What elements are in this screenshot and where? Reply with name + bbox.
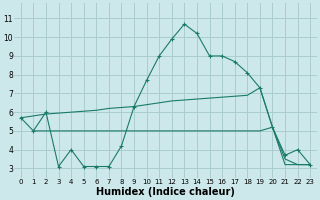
X-axis label: Humidex (Indice chaleur): Humidex (Indice chaleur) [96, 187, 235, 197]
